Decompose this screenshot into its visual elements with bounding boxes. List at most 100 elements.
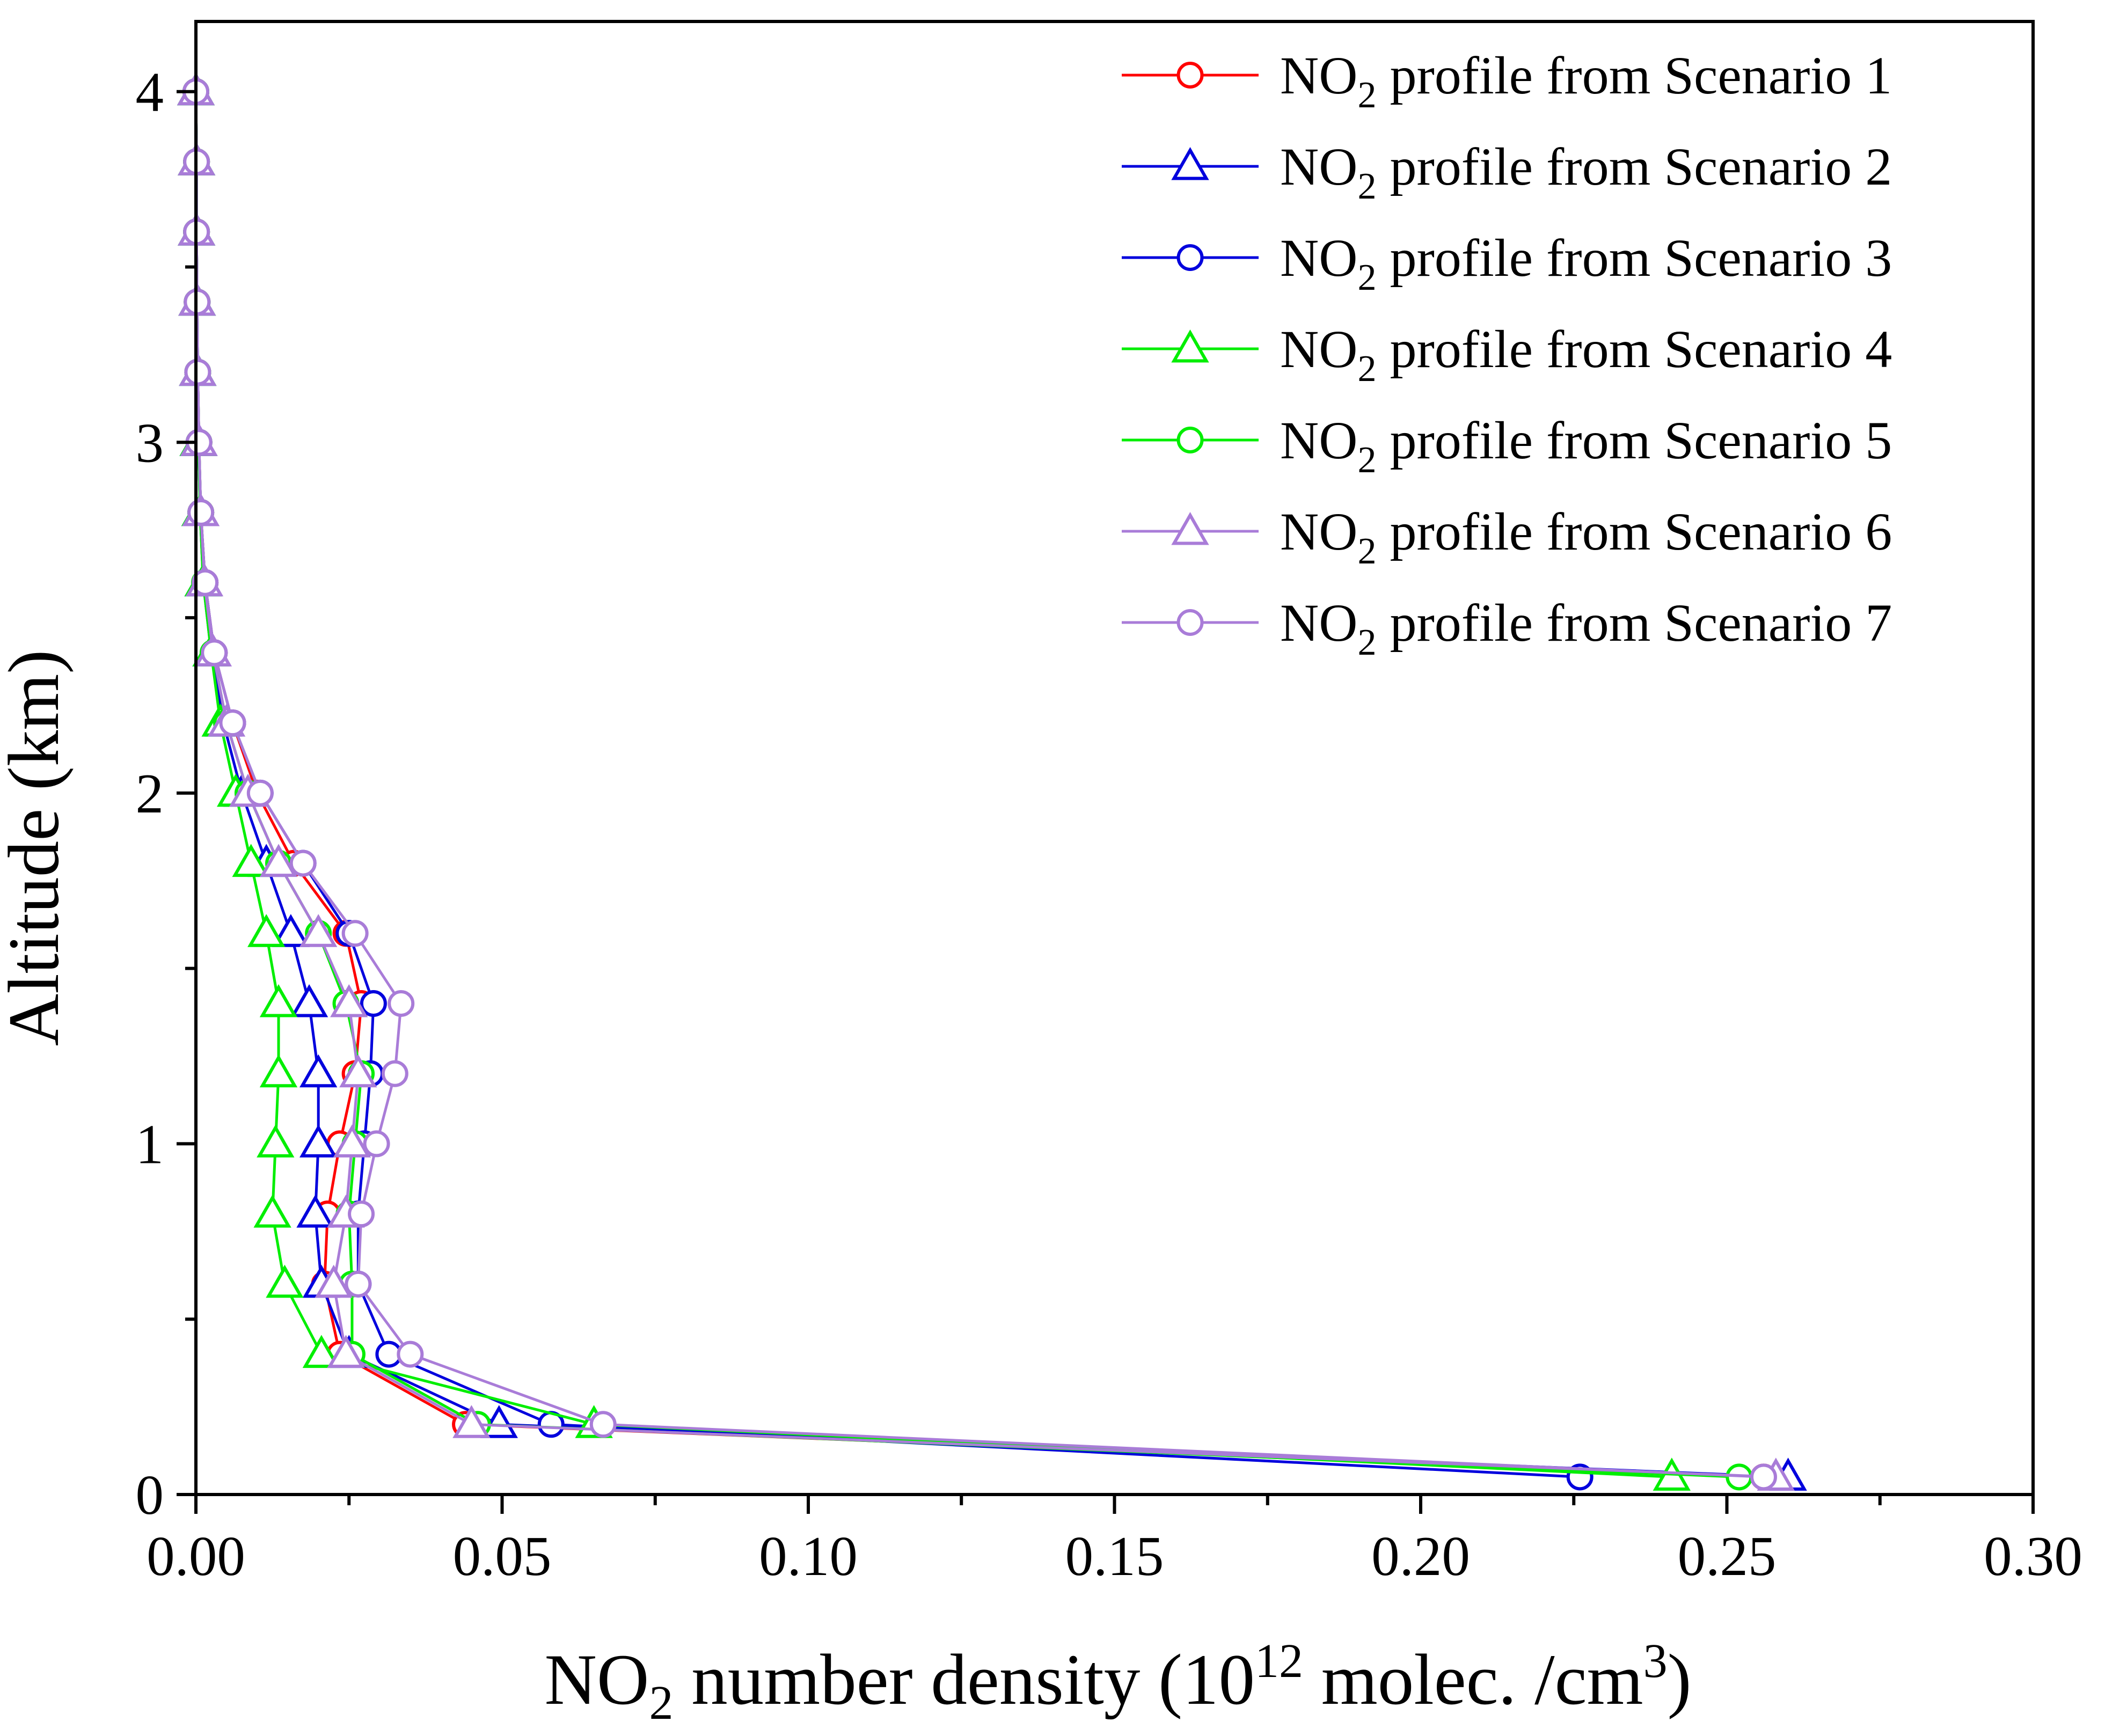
ticks-layer: 0.00 0.05 0.10 0.15 0.20 0.25 0.30 0 1 2 3 4 bbox=[136, 61, 2082, 1587]
y-tick-label: 0 bbox=[136, 1463, 164, 1526]
legend-label-subscript: 2 bbox=[1357, 166, 1376, 207]
legend-label-subscript: 2 bbox=[1357, 257, 1376, 298]
data-point bbox=[259, 1054, 298, 1088]
data-point bbox=[192, 569, 219, 596]
legend-label-suffix: profile from Scenario 2 bbox=[1376, 137, 1892, 196]
data-point bbox=[266, 1264, 304, 1298]
legend-label-prefix: NO bbox=[1280, 137, 1357, 196]
data-point bbox=[299, 1124, 338, 1158]
legend-label-suffix: profile from Scenario 3 bbox=[1376, 228, 1892, 288]
data-point bbox=[201, 639, 228, 666]
x-tick-label: 0.15 bbox=[1065, 1525, 1164, 1587]
y-axis-title: Altitude (km) bbox=[0, 650, 74, 1046]
data-point bbox=[341, 920, 369, 947]
data-point bbox=[360, 990, 387, 1017]
legend-label-subscript: 2 bbox=[1357, 531, 1376, 572]
x-axis-title: NO2 number density (1012 molec. /cm3) bbox=[544, 1635, 1691, 1730]
x-tick-label: 0.05 bbox=[453, 1525, 552, 1587]
data-point bbox=[381, 1060, 408, 1087]
x-tick-label: 0.10 bbox=[759, 1525, 858, 1587]
data-point bbox=[259, 844, 298, 877]
data-point bbox=[363, 1130, 390, 1158]
x-axis-title-superscript: 12 bbox=[1255, 1635, 1303, 1688]
x-tick-label: 0.30 bbox=[1984, 1525, 2082, 1587]
legend-label-suffix: profile from Scenario 5 bbox=[1376, 411, 1892, 470]
data-point bbox=[253, 1195, 291, 1228]
data-point bbox=[315, 1264, 353, 1298]
legend-label-suffix: profile from Scenario 1 bbox=[1376, 46, 1892, 105]
x-axis-title-suffix: ) bbox=[1668, 1640, 1692, 1720]
legend-item: NO2 profile from Scenario 7 bbox=[1122, 593, 1892, 663]
legend-item: NO2 profile from Scenario 6 bbox=[1122, 502, 1892, 572]
data-point bbox=[589, 1411, 617, 1438]
legend-item: NO2 profile from Scenario 2 bbox=[1122, 137, 1892, 207]
legend-label-suffix: profile from Scenario 4 bbox=[1376, 319, 1892, 379]
x-tick-label: 0.25 bbox=[1678, 1525, 1777, 1587]
legend-label-subscript: 2 bbox=[1357, 622, 1376, 663]
legend-item: NO2 profile from Scenario 5 bbox=[1122, 411, 1892, 481]
data-point bbox=[345, 1270, 372, 1298]
x-axis-title-superscript-2: 3 bbox=[1643, 1635, 1668, 1688]
y-tick-label: 2 bbox=[136, 762, 164, 825]
legend-label-prefix: NO bbox=[1280, 411, 1357, 470]
legend-label-prefix: NO bbox=[1280, 593, 1357, 653]
data-point bbox=[333, 1124, 371, 1158]
data-point bbox=[289, 849, 317, 877]
legend-label-subscript: 2 bbox=[1357, 348, 1376, 390]
data-point bbox=[272, 914, 310, 947]
data-point bbox=[246, 779, 274, 807]
legend-marker bbox=[1171, 147, 1209, 180]
legend-label: NO2 profile from Scenario 6 bbox=[1280, 502, 1892, 572]
legend-label-subscript: 2 bbox=[1357, 440, 1376, 481]
legend-item: NO2 profile from Scenario 1 bbox=[1122, 46, 1892, 116]
x-tick-label: 0.20 bbox=[1371, 1525, 1470, 1587]
data-point bbox=[327, 1335, 365, 1368]
data-point bbox=[232, 844, 270, 877]
data-point bbox=[302, 1335, 341, 1368]
legend-label: NO2 profile from Scenario 7 bbox=[1280, 593, 1892, 663]
legend-label-prefix: NO bbox=[1280, 319, 1357, 379]
data-point bbox=[219, 709, 246, 737]
data-point bbox=[257, 1124, 295, 1158]
legend-label-prefix: NO bbox=[1280, 502, 1357, 561]
legend-marker bbox=[1171, 511, 1209, 545]
data-point bbox=[299, 914, 338, 947]
legend-item: NO2 profile from Scenario 3 bbox=[1122, 228, 1892, 298]
legend-label-suffix: profile from Scenario 7 bbox=[1376, 593, 1892, 653]
data-point bbox=[187, 499, 215, 526]
x-axis-title-subscript: 2 bbox=[649, 1676, 673, 1730]
data-point bbox=[299, 1054, 338, 1088]
data-point bbox=[259, 984, 298, 1017]
data-point bbox=[247, 914, 286, 947]
data-point bbox=[397, 1341, 424, 1368]
x-axis-title-prefix: NO bbox=[544, 1640, 649, 1720]
legend-item: NO2 profile from Scenario 4 bbox=[1122, 319, 1892, 390]
x-tick-label: 0.00 bbox=[147, 1525, 245, 1587]
y-tick-label: 3 bbox=[136, 411, 164, 474]
x-axis-title-middle: number density (10 bbox=[673, 1640, 1255, 1720]
data-point bbox=[1750, 1463, 1777, 1491]
data-point bbox=[452, 1405, 491, 1438]
legend-label: NO2 profile from Scenario 4 bbox=[1280, 319, 1892, 390]
data-point bbox=[296, 1195, 334, 1228]
data-point bbox=[330, 984, 368, 1017]
x-axis-title-middle-2: molec. /cm bbox=[1303, 1640, 1643, 1720]
legend-label: NO2 profile from Scenario 5 bbox=[1280, 411, 1892, 481]
y-tick-label: 1 bbox=[136, 1112, 164, 1175]
y-tick-label: 4 bbox=[136, 61, 164, 123]
data-point bbox=[184, 358, 211, 386]
legend-marker bbox=[1176, 427, 1204, 453]
legend-label-suffix: profile from Scenario 6 bbox=[1376, 502, 1892, 561]
legend-marker bbox=[1176, 244, 1204, 271]
legend-label: NO2 profile from Scenario 2 bbox=[1280, 137, 1892, 207]
data-point bbox=[388, 990, 415, 1017]
legend-marker bbox=[1171, 329, 1209, 363]
legend-label-prefix: NO bbox=[1280, 46, 1357, 105]
legend-marker bbox=[1176, 609, 1204, 636]
data-point bbox=[480, 1405, 518, 1438]
data-point bbox=[290, 984, 328, 1017]
legend-label: NO2 profile from Scenario 3 bbox=[1280, 228, 1892, 298]
legend-marker bbox=[1176, 62, 1204, 89]
